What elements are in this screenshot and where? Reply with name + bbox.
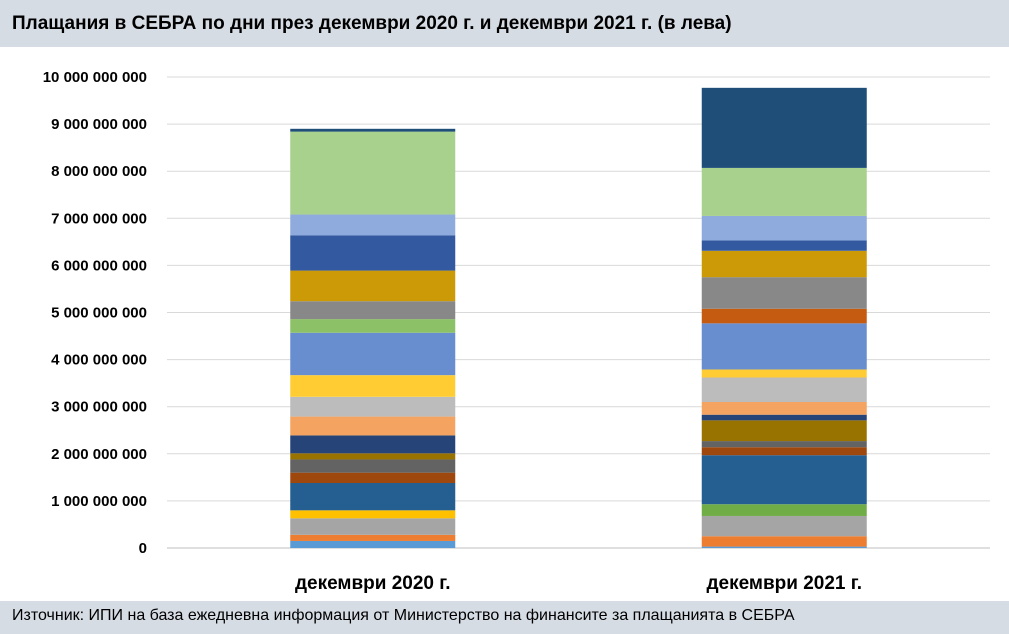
y-tick-label: 2 000 000 000 [51, 446, 147, 463]
x-category-label: декември 2020 г. [295, 573, 451, 594]
bar-segment [290, 375, 456, 397]
bar-segment [701, 277, 867, 309]
bar-segment [290, 319, 456, 333]
bar-segment [701, 377, 867, 402]
y-axis-ticks: 0 1 000 000 000 2 000 000 000 3 000 000 000… [43, 69, 147, 557]
bar-segment [290, 435, 456, 454]
source-note: Източник: ИПИ на база ежедневна информац… [12, 607, 795, 624]
bar-segment [701, 323, 867, 370]
bar-segment [290, 472, 456, 484]
bar-segment [701, 308, 867, 324]
bar-segment [701, 240, 867, 251]
y-tick-label: 10 000 000 000 [43, 69, 147, 86]
bar-segment [290, 396, 456, 417]
y-tick-label: 3 000 000 000 [51, 399, 147, 416]
bar-segment [701, 420, 867, 442]
bar-segment [290, 270, 456, 302]
y-tick-label: 7 000 000 000 [51, 210, 147, 227]
stacked-bar-chart: 0 1 000 000 000 2 000 000 000 3 000 000 000… [43, 69, 990, 594]
y-tick-label: 8 000 000 000 [51, 163, 147, 180]
chart-title: Плащания в СЕБРА по дни през декември 20… [12, 13, 732, 34]
bar-segment [290, 214, 456, 236]
bar-segment [701, 167, 867, 216]
bar-segment [701, 250, 867, 278]
bar-segment [701, 369, 867, 378]
bar-segment [290, 131, 456, 215]
bar-segment [701, 447, 867, 456]
bar-segment [290, 510, 456, 519]
bar-segment [290, 483, 456, 511]
y-tick-label: 9 000 000 000 [51, 116, 147, 133]
x-axis-labels: декември 2020 г. декември 2021 г. [295, 573, 862, 594]
y-tick-label: 5 000 000 000 [51, 305, 147, 322]
bar-segment [701, 515, 867, 537]
bar-segment [701, 401, 867, 415]
bar-segment [290, 128, 456, 132]
bar-segment [290, 453, 456, 460]
bar-segment [701, 546, 867, 548]
title-bar: Плащания в СЕБРА по дни през декември 20… [0, 0, 1009, 47]
bar-segment [701, 504, 867, 516]
x-category-label: декември 2021 г. [706, 573, 862, 594]
bar-segment [290, 301, 456, 320]
bar-segment [290, 235, 456, 271]
y-tick-label: 0 [139, 540, 147, 557]
y-tick-label: 1 000 000 000 [51, 493, 147, 510]
bar-segment [701, 215, 867, 241]
bar-segment [290, 518, 456, 535]
bar-segment [701, 87, 867, 168]
source-bar: Източник: ИПИ на база ежедневна информац… [0, 601, 1009, 634]
bars [290, 87, 867, 548]
bar-segment [290, 416, 456, 436]
bar-segment [290, 534, 456, 541]
y-tick-label: 6 000 000 000 [51, 257, 147, 274]
y-tick-label: 4 000 000 000 [51, 352, 147, 369]
bar-segment [701, 455, 867, 505]
bar-segment [701, 414, 867, 421]
bar-segment [290, 540, 456, 548]
bar-segment [701, 441, 867, 448]
bar-segment [290, 459, 456, 473]
bar-segment [290, 332, 456, 376]
bar-segment [701, 536, 867, 547]
